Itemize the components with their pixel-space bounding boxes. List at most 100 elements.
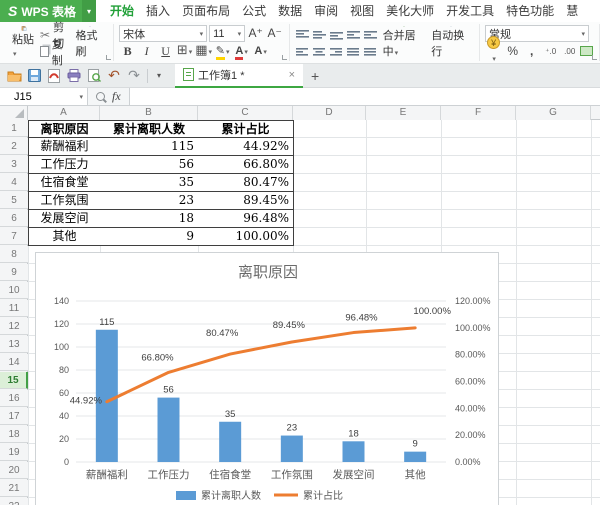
menu-tab-美化大师[interactable]: 美化大师	[386, 4, 435, 18]
clipboard-expander[interactable]	[106, 55, 112, 60]
font-group-expander[interactable]	[282, 55, 288, 60]
save-button[interactable]	[24, 66, 44, 86]
underline-button[interactable]: U	[161, 43, 170, 58]
bar-发展空间[interactable]	[342, 441, 365, 462]
row-header-16[interactable]: 16	[0, 390, 28, 407]
indent-decrease-icon[interactable]	[346, 28, 361, 40]
insert-function-button[interactable]: fx	[112, 89, 121, 103]
row-header-1[interactable]: 1	[0, 120, 28, 137]
cell-C7[interactable]: 100.00%	[198, 228, 294, 246]
number-group-expander[interactable]	[592, 55, 597, 60]
align-left-icon[interactable]	[295, 45, 310, 57]
borders-button[interactable]: ⊞▾	[176, 43, 193, 60]
italic-button[interactable]: I	[144, 43, 149, 58]
open-file-button[interactable]	[4, 66, 24, 86]
column-header-E[interactable]: E	[366, 106, 441, 120]
cell-B1[interactable]: 累计离职人数	[100, 120, 199, 138]
currency-button[interactable]: ¥▾	[485, 35, 502, 67]
bar-工作压力[interactable]	[157, 397, 180, 462]
export-pdf-button[interactable]	[44, 66, 64, 86]
indent-increase-icon[interactable]	[363, 28, 378, 40]
row-header-10[interactable]: 10	[0, 282, 28, 299]
cell-B3[interactable]: 56	[100, 156, 199, 174]
cell-A6[interactable]: 发展空间	[28, 210, 101, 228]
menu-tab-开始[interactable]: 开始	[110, 4, 135, 18]
bar-其他[interactable]	[404, 451, 427, 462]
fill-color-button[interactable]: ▦▾	[195, 43, 212, 60]
undo-button[interactable]: ↶	[108, 67, 120, 83]
row-header-13[interactable]: 13	[0, 336, 28, 353]
row-header-18[interactable]: 18	[0, 426, 28, 443]
cell-A1[interactable]: 离职原因	[28, 120, 101, 138]
redo-button[interactable]: ↷	[128, 67, 140, 83]
toolbar-customize-caret-icon[interactable]: ▾	[157, 71, 162, 80]
column-header-F[interactable]: F	[441, 106, 516, 120]
cell-B5[interactable]: 23	[100, 192, 199, 210]
row-header-4[interactable]: 4	[0, 174, 28, 191]
decrease-decimal-button[interactable]: .00	[564, 46, 576, 56]
menu-tab-开发工具[interactable]: 开发工具	[446, 4, 495, 18]
print-preview-button[interactable]	[84, 66, 104, 86]
cell-B2[interactable]: 115	[100, 138, 199, 156]
cell-C6[interactable]: 96.48%	[198, 210, 294, 228]
menu-tab-慧[interactable]: 慧	[566, 4, 579, 18]
cell-A7[interactable]: 其他	[28, 228, 101, 246]
comma-style-button[interactable]: ,	[530, 43, 534, 58]
search-icon[interactable]	[96, 92, 105, 101]
row-header-15[interactable]: 15	[0, 372, 28, 389]
format-painter-button[interactable]: 格式刷	[72, 25, 107, 60]
menu-tab-视图[interactable]: 视图	[350, 4, 375, 18]
merge-center-button[interactable]: 合并居中▾	[380, 25, 429, 60]
row-header-7[interactable]: 7	[0, 228, 28, 245]
font-size-select[interactable]: 11 ▾	[209, 25, 246, 43]
print-button[interactable]	[64, 66, 84, 86]
formula-input[interactable]	[129, 88, 600, 105]
cell-A5[interactable]: 工作氛围	[28, 192, 101, 210]
cell-C3[interactable]: 66.80%	[198, 156, 294, 174]
cell-A3[interactable]: 工作压力	[28, 156, 101, 174]
menu-tab-插入[interactable]: 插入	[146, 4, 171, 18]
column-header-G[interactable]: G	[516, 106, 591, 120]
cell-C5[interactable]: 89.45%	[198, 192, 294, 210]
row-header-21[interactable]: 21	[0, 480, 28, 497]
row-header-22[interactable]: 22	[0, 498, 28, 505]
cell-B4[interactable]: 35	[100, 174, 199, 192]
middle-icon[interactable]	[312, 28, 327, 40]
column-header-D[interactable]: D	[293, 106, 366, 120]
shrink-font-button[interactable]: A⁻	[267, 26, 282, 41]
row-header-19[interactable]: 19	[0, 444, 28, 461]
row-header-17[interactable]: 17	[0, 408, 28, 425]
column-header-C[interactable]: C	[198, 106, 293, 120]
menu-tab-页面布局[interactable]: 页面布局	[182, 4, 231, 18]
cumulative-percent-line[interactable]	[105, 326, 417, 404]
column-header-A[interactable]: A	[28, 106, 100, 120]
bottom-icon[interactable]	[329, 28, 344, 40]
app-menu-caret-icon[interactable]: ▾	[82, 0, 97, 22]
row-header-9[interactable]: 9	[0, 264, 28, 281]
menu-tab-公式[interactable]: 公式	[242, 4, 267, 18]
cell-C4[interactable]: 80.47%	[198, 174, 294, 192]
row-header-2[interactable]: 2	[0, 138, 28, 155]
row-header-5[interactable]: 5	[0, 192, 28, 209]
cell-style-icon[interactable]	[580, 46, 593, 56]
wrap-text-button[interactable]: 自动换行	[428, 25, 473, 60]
top-icon[interactable]	[295, 28, 310, 40]
row-header-8[interactable]: 8	[0, 246, 28, 263]
cell-A4[interactable]: 住宿食堂	[28, 174, 101, 192]
document-tab-workbook1[interactable]: 工作簿1 * ×	[175, 63, 304, 88]
column-header-B[interactable]: B	[100, 106, 198, 120]
bold-button[interactable]: B	[123, 43, 132, 58]
font-family-select[interactable]: 宋体 ▾	[119, 25, 208, 43]
align-center-icon[interactable]	[312, 45, 327, 57]
app-logo[interactable]: S WPS 表格 ▾	[0, 0, 97, 22]
cell-C2[interactable]: 44.92%	[198, 138, 294, 156]
name-box[interactable]: J15 ▾	[0, 88, 88, 105]
row-header-3[interactable]: 3	[0, 156, 28, 173]
bar-工作氛围[interactable]	[280, 435, 303, 462]
justify-icon[interactable]	[346, 45, 361, 57]
copy-button[interactable]: 复制	[40, 39, 70, 67]
cell-A2[interactable]: 薪酬福利	[28, 138, 101, 156]
row-header-20[interactable]: 20	[0, 462, 28, 479]
cell-B7[interactable]: 9	[100, 228, 199, 246]
new-tab-button[interactable]: +	[311, 67, 320, 84]
